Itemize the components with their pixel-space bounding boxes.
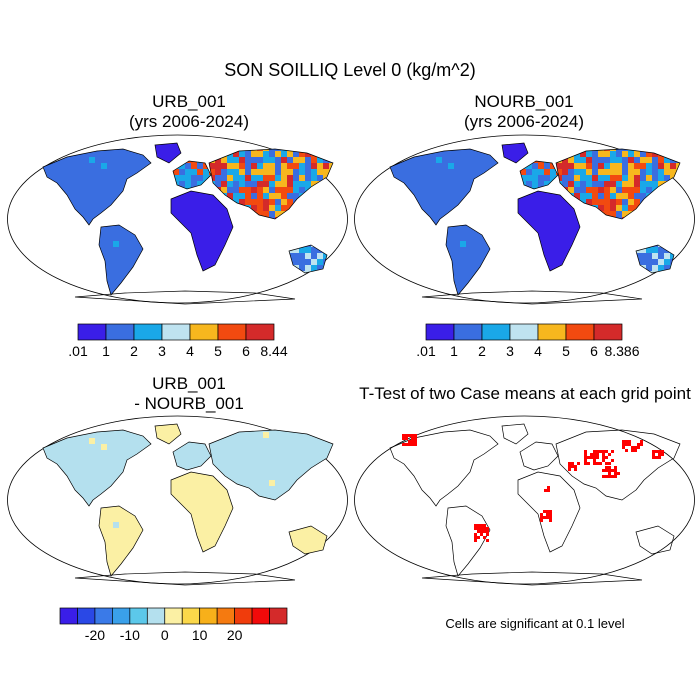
panel-title-diff: URB_001 - NOURB_001 bbox=[39, 374, 339, 414]
colorbar-label: .01 bbox=[416, 343, 436, 359]
colorbar-label: 0 bbox=[161, 627, 169, 643]
colorbar-label: 3 bbox=[506, 343, 514, 359]
significant-cluster bbox=[402, 434, 417, 446]
colorbar-label: 8.44 bbox=[260, 343, 287, 359]
colorbar-swatch bbox=[251, 607, 270, 625]
colorbar-label: 8.386 bbox=[604, 343, 639, 359]
map-difference bbox=[7, 415, 348, 586]
colorbar-swatch bbox=[269, 607, 288, 625]
map-ttest bbox=[354, 415, 695, 586]
significant-cluster bbox=[584, 450, 614, 465]
colorbar-swatch bbox=[234, 607, 253, 625]
significant-cluster bbox=[652, 450, 664, 459]
colorbar-label: -10 bbox=[120, 627, 140, 643]
significant-cluster bbox=[602, 466, 620, 478]
map-nourb bbox=[354, 134, 695, 305]
colorbar-label: 5 bbox=[562, 343, 570, 359]
continent-south-america bbox=[445, 505, 491, 577]
significant-cluster bbox=[544, 486, 550, 492]
colorbar-label: 1 bbox=[450, 343, 458, 359]
panel-title-line1: URB_001 bbox=[39, 374, 339, 394]
map-urb bbox=[7, 134, 348, 305]
significant-cluster bbox=[568, 462, 580, 471]
colorbar-swatch bbox=[164, 607, 183, 625]
colorbar-swatch bbox=[217, 323, 247, 341]
colorbar-swatch bbox=[77, 323, 107, 341]
colorbar-swatch bbox=[565, 323, 595, 341]
colorbar-label: 6 bbox=[242, 343, 250, 359]
colorbar-label: 1 bbox=[102, 343, 110, 359]
colorbar-swatch bbox=[94, 607, 113, 625]
colorbar-label: 3 bbox=[158, 343, 166, 359]
continent-africa bbox=[517, 471, 581, 553]
panel-title-line2: (yrs 2006-2024) bbox=[374, 112, 674, 132]
colorbar-swatch bbox=[537, 323, 567, 341]
continent-europe bbox=[520, 161, 558, 189]
panel-title-line1: NOURB_001 bbox=[374, 92, 674, 112]
continent-greenland bbox=[501, 423, 529, 445]
colorbar-label: 2 bbox=[478, 343, 486, 359]
colorbar-label: .01 bbox=[68, 343, 88, 359]
colorbar-swatch bbox=[146, 607, 166, 625]
colorbar-swatch bbox=[77, 607, 96, 625]
significant-cluster bbox=[540, 510, 552, 522]
colorbar-difference: -20 -10 0 10 20 bbox=[59, 607, 288, 643]
colorbar-swatch bbox=[593, 323, 623, 341]
panel-title-line1: URB_001 bbox=[39, 92, 339, 112]
colorbar-label: 6 bbox=[590, 343, 598, 359]
colorbar-swatch bbox=[181, 607, 201, 625]
colorbar-swatch bbox=[129, 607, 148, 625]
colorbar-swatch bbox=[59, 607, 78, 625]
panel-title-urb: URB_001 (yrs 2006-2024) bbox=[39, 92, 339, 132]
colorbar-swatch bbox=[481, 323, 511, 341]
significant-cluster bbox=[622, 440, 643, 452]
colorbar-swatch bbox=[199, 607, 218, 625]
significant-cluster bbox=[474, 524, 489, 542]
continent-north-america bbox=[389, 429, 499, 507]
colorbar-swatch bbox=[453, 323, 483, 341]
colorbar-swatch bbox=[245, 323, 275, 341]
continent-antarctica bbox=[421, 571, 643, 586]
colorbar-label: 4 bbox=[534, 343, 542, 359]
colorbar-urb: .01 1 2 3 4 5 6 8.44 bbox=[68, 323, 288, 359]
significance-note: Cells are significant at 0.1 level bbox=[385, 616, 685, 631]
figure-title: SON SOILLIQ Level 0 (kg/m^2) bbox=[0, 60, 700, 81]
colorbar-label: 10 bbox=[192, 627, 208, 643]
colorbar-swatch bbox=[161, 323, 191, 341]
colorbar-swatch bbox=[112, 607, 131, 625]
colorbar-swatch bbox=[189, 323, 219, 341]
colorbar-swatch bbox=[105, 323, 135, 341]
panel-title-line2: - NOURB_001 bbox=[39, 394, 339, 414]
colorbar-label: 20 bbox=[227, 627, 243, 643]
panel-title-nourb: NOURB_001 (yrs 2006-2024) bbox=[374, 92, 674, 132]
continent-asia bbox=[555, 429, 681, 501]
colorbar-label: 5 bbox=[214, 343, 222, 359]
continent-australia bbox=[635, 525, 675, 555]
panel-title-line2: (yrs 2006-2024) bbox=[39, 112, 339, 132]
colorbar-swatch bbox=[133, 323, 163, 341]
colorbar-swatch bbox=[509, 323, 539, 341]
colorbar-swatch bbox=[216, 607, 235, 625]
globe-outline bbox=[354, 415, 695, 585]
panel-title-ttest: T-Test of two Case means at each grid po… bbox=[335, 384, 700, 404]
colorbar-label: 4 bbox=[186, 343, 194, 359]
colorbar-nourb: .01 1 2 3 4 5 6 8.386 bbox=[416, 323, 640, 359]
panel-title-line1: T-Test of two Case means at each grid po… bbox=[335, 384, 700, 404]
colorbar-label: 2 bbox=[130, 343, 138, 359]
colorbar-swatch bbox=[425, 323, 455, 341]
continent-europe bbox=[519, 441, 559, 471]
colorbar-label: -20 bbox=[85, 627, 105, 643]
